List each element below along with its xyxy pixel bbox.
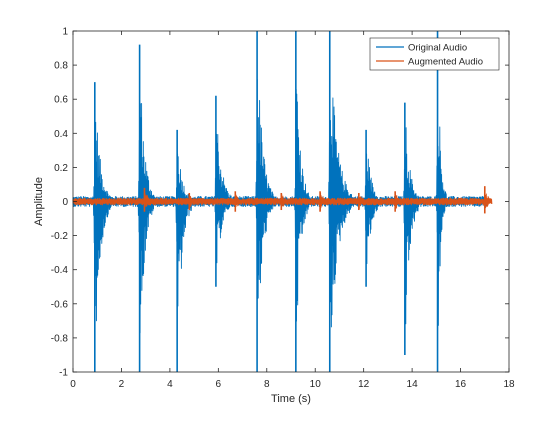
x-tick-label: 8 (264, 379, 270, 390)
waveform-line (72, 188, 493, 213)
x-tick-label: 14 (407, 379, 419, 390)
x-tick-label: 6 (216, 379, 222, 390)
legend-box (369, 37, 500, 71)
y-tick-label: -0.6 (51, 299, 69, 310)
legend: Original Audio Augmented Audio (369, 37, 500, 71)
x-tick-label: 0 (70, 379, 76, 390)
x-axis-label: Time (s) (271, 393, 311, 405)
legend-label: Augmented Audio (408, 57, 483, 68)
x-tick-label: 12 (358, 379, 370, 390)
series-layer (72, 31, 493, 372)
y-axis-label: Amplitude (33, 177, 45, 226)
x-tick-label: 4 (167, 379, 173, 390)
y-tick-label: 0.4 (54, 129, 68, 140)
y-tick-label: -0.4 (51, 265, 69, 276)
x-tick-label: 18 (503, 379, 515, 390)
x-tick-label: 2 (119, 379, 125, 390)
y-tick-label: 0.8 (54, 61, 68, 72)
x-tick-label: 16 (455, 379, 467, 390)
legend-label: Original Audio (408, 43, 467, 54)
x-tick-label: 10 (310, 379, 322, 390)
y-tick-label: 0 (62, 197, 68, 208)
y-tick-label: 1 (62, 27, 68, 38)
series-augmented-audio (72, 186, 493, 214)
y-tick-label: -0.8 (51, 333, 69, 344)
ticks-layer: 0 2 4 6 8 10 12 14 16 18 -1 -0.8 -0.6 -0.4 -0.2 0 0.2 0.4… (51, 27, 515, 391)
y-tick-label: -0.2 (51, 231, 69, 242)
y-tick-label: 0.6 (54, 95, 68, 106)
y-tick-label: 0.2 (54, 163, 68, 174)
y-tick-label: -1 (59, 368, 68, 379)
